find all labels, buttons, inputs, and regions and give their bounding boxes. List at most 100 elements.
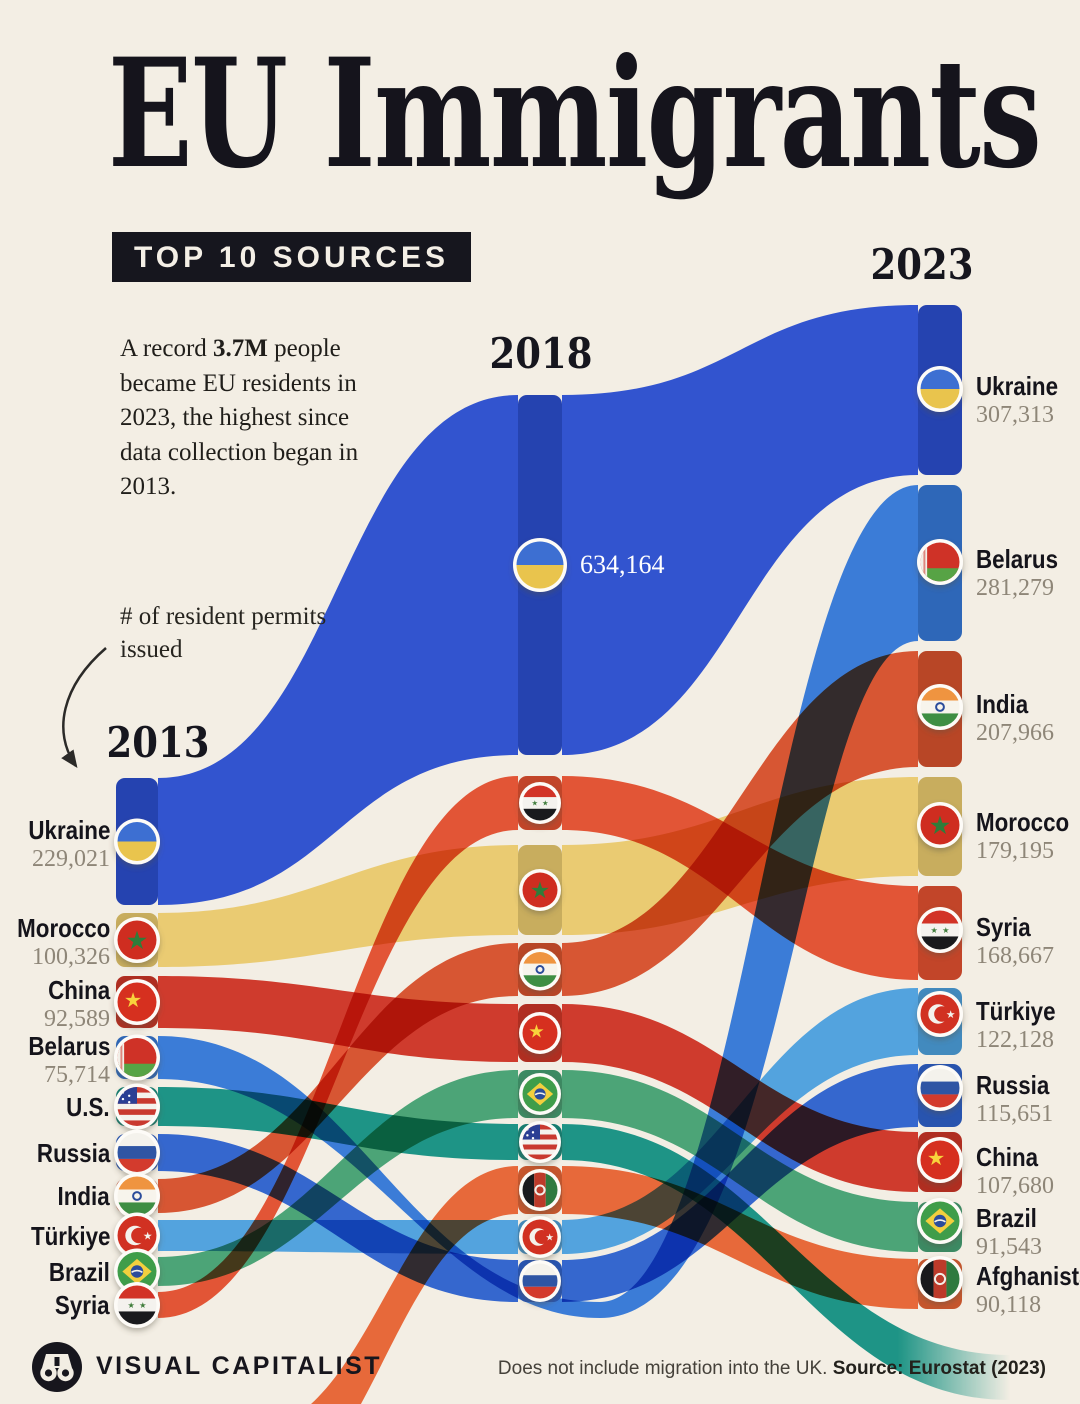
intro-text-after: people became EU residents in 2023, the … bbox=[120, 335, 359, 500]
flag-2013-turkiye: ★ bbox=[114, 1212, 160, 1259]
country-name: Belarus bbox=[27, 1030, 110, 1061]
country-value: 92,589 bbox=[44, 1006, 110, 1032]
country-value: 307,313 bbox=[976, 402, 1054, 428]
source-note: Does not include migration into the UK. … bbox=[498, 1358, 1046, 1381]
intro-text: A record bbox=[120, 335, 214, 362]
flag-2018-brazil bbox=[519, 1073, 561, 1115]
label-2023-russia: Russia 115,651 bbox=[976, 1071, 1061, 1127]
svg-text:★: ★ bbox=[545, 1232, 554, 1243]
note-text: Does not include migration into the UK. bbox=[497, 1358, 833, 1379]
country-name: Syria bbox=[976, 912, 1031, 942]
flag-2023-china: ★ bbox=[917, 1137, 963, 1183]
country-name: Morocco bbox=[16, 913, 110, 943]
flag-2023-belarus bbox=[917, 539, 963, 585]
flow-2013-2018-us bbox=[158, 1087, 518, 1160]
flag-2013-russia bbox=[114, 1129, 160, 1176]
flow-2013-2018-india bbox=[158, 943, 518, 1213]
label-2013-belarus: Belarus 75,714 bbox=[15, 1032, 110, 1088]
country-name: Ukraine bbox=[27, 814, 110, 845]
flag-2018-morocco: ★ bbox=[519, 869, 561, 911]
flow-entry-afghanistan bbox=[310, 1166, 518, 1404]
page-title: EU Immigrants bbox=[108, 26, 1042, 202]
country-value: 122,128 bbox=[976, 1027, 1054, 1053]
svg-text:★: ★ bbox=[946, 1008, 956, 1021]
flag-2023-afghanistan bbox=[917, 1256, 963, 1302]
label-2023-india: India 207,966 bbox=[976, 690, 1054, 746]
flag-2018-china: ★ bbox=[519, 1012, 561, 1054]
label-2013-turkiye: Türkiye bbox=[18, 1220, 110, 1251]
country-name: Afghanistan bbox=[976, 1261, 1080, 1291]
flag-2013-syria: ★ ★ bbox=[114, 1282, 160, 1328]
flag-2013-belarus bbox=[114, 1034, 160, 1081]
label-2023-morocco: Morocco 179,195 bbox=[976, 808, 1080, 864]
country-value: 107,680 bbox=[976, 1173, 1054, 1199]
country-name: U.S. bbox=[66, 1091, 110, 1122]
country-value: 100,326 bbox=[32, 944, 110, 970]
flag-2018-afghanistan bbox=[519, 1169, 561, 1211]
svg-text:★: ★ bbox=[927, 1146, 945, 1170]
flow-2013-2018-syria bbox=[158, 776, 518, 1318]
country-name: Brazil bbox=[49, 1256, 110, 1287]
country-value: 90,118 bbox=[976, 1292, 1042, 1318]
country-name: Türkiye bbox=[30, 1220, 110, 1251]
flow-2018-2023-brazil bbox=[562, 1070, 918, 1252]
flag-2013-india bbox=[114, 1173, 160, 1219]
flag-2023-ukraine bbox=[917, 366, 963, 412]
country-name: Brazil bbox=[976, 1203, 1037, 1233]
flag-2018-russia bbox=[519, 1260, 561, 1302]
label-2013-ukraine: Ukraine 229,021 bbox=[15, 816, 110, 872]
flow-2013-2018-china bbox=[158, 976, 518, 1062]
label-2013-morocco: Morocco 100,326 bbox=[2, 914, 110, 970]
flag-2018-ukraine bbox=[513, 538, 567, 592]
svg-text:★: ★ bbox=[942, 925, 949, 935]
svg-text:★: ★ bbox=[127, 1300, 134, 1310]
permits-annotation: # of resident permits issued bbox=[120, 603, 327, 663]
subtitle-badge: TOP 10 SOURCES bbox=[112, 232, 471, 282]
country-value: 229,021 bbox=[32, 845, 110, 872]
year-label-2018: 2018 bbox=[489, 329, 593, 378]
country-value: 207,966 bbox=[976, 720, 1054, 746]
label-2023-afghanistan: Afghanistan90,118 bbox=[976, 1262, 1080, 1318]
country-value: 115,651 bbox=[976, 1101, 1054, 1127]
label-2023-turkiye: Türkiye 122,128 bbox=[976, 997, 1069, 1053]
flag-2018-syria: ★ ★ bbox=[519, 782, 561, 824]
flag-2023-syria: ★ ★ bbox=[917, 907, 963, 953]
country-name: India bbox=[976, 689, 1029, 719]
country-value: 168,667 bbox=[976, 943, 1054, 969]
visual-capitalist-logo bbox=[32, 1342, 82, 1392]
label-2013-brazil: Brazil bbox=[39, 1258, 110, 1286]
flag-2018-us bbox=[519, 1121, 561, 1163]
label-2013-syria: Syria bbox=[46, 1291, 110, 1319]
svg-text:★: ★ bbox=[143, 1229, 153, 1242]
flow-2018-2023-turkiye bbox=[562, 988, 918, 1254]
intro-paragraph: A record 3.7M people became EU residents… bbox=[120, 332, 378, 505]
intro-highlight: 3.7M bbox=[213, 335, 268, 362]
flag-2023-morocco: ★ bbox=[917, 802, 963, 848]
flag-2013-china: ★ bbox=[114, 979, 160, 1025]
svg-text:★: ★ bbox=[929, 810, 952, 840]
label-2013-china: China 92,589 bbox=[38, 976, 110, 1032]
svg-text:★: ★ bbox=[139, 1300, 146, 1310]
svg-text:★: ★ bbox=[124, 988, 142, 1012]
country-value: 75,714 bbox=[44, 1061, 110, 1088]
flag-2018-turkiye: ★ bbox=[519, 1216, 561, 1258]
country-name: Russia bbox=[976, 1070, 1050, 1100]
flow-2018-2023-afghanistan bbox=[562, 1166, 918, 1309]
flag-2023-russia bbox=[917, 1065, 963, 1111]
flow-2018-2023-russia bbox=[562, 1064, 918, 1302]
country-value: 179,195 bbox=[976, 838, 1054, 864]
flag-2023-india bbox=[917, 684, 963, 730]
svg-text:★: ★ bbox=[528, 1022, 544, 1043]
country-name: Syria bbox=[55, 1290, 110, 1320]
flow-2018-2023-ukraine bbox=[562, 305, 918, 755]
flag-2013-brazil bbox=[114, 1248, 160, 1295]
flag-2013-us bbox=[114, 1083, 160, 1130]
country-name: Russia bbox=[36, 1137, 110, 1168]
flag-2013-ukraine bbox=[114, 818, 160, 865]
label-2023-brazil: Brazil 91,543 bbox=[976, 1204, 1047, 1260]
label-2023-belarus: Belarus 281,279 bbox=[976, 545, 1071, 601]
flow-2013-2018-brazil bbox=[158, 1070, 518, 1286]
country-name: China bbox=[47, 975, 110, 1005]
